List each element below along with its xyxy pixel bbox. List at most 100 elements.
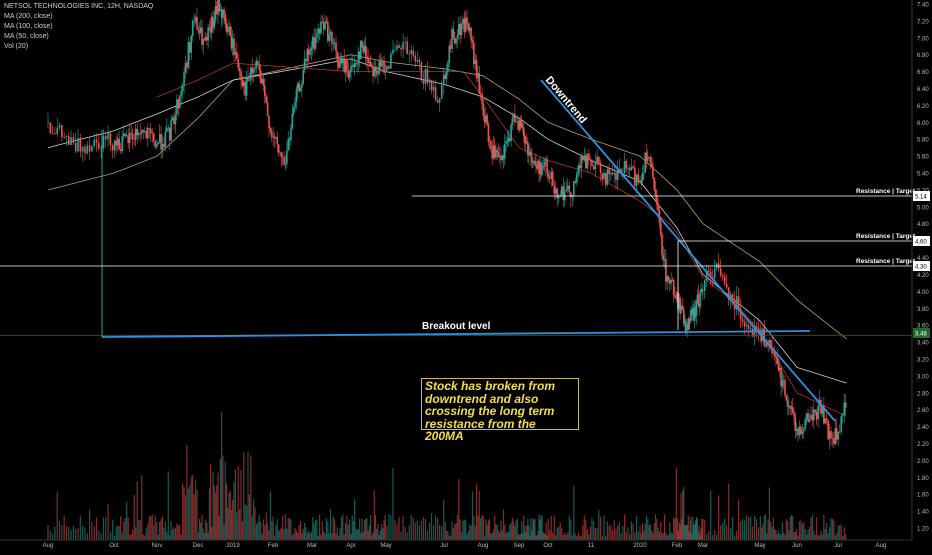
volume-bar: [689, 520, 691, 540]
volume-bar: [781, 522, 783, 540]
candle-body: [524, 136, 526, 144]
candle-body: [831, 438, 834, 439]
candle-body: [662, 255, 665, 260]
volume-bar: [528, 525, 530, 540]
volume-bar: [660, 521, 662, 540]
volume-bar: [532, 518, 534, 540]
candle-body: [363, 45, 366, 53]
volume-bar: [770, 522, 772, 540]
volume-bar: [585, 519, 587, 540]
volume-bar: [72, 526, 75, 540]
volume-bar: [265, 512, 267, 540]
volume-bar: [410, 515, 412, 540]
volume-bar: [821, 534, 824, 540]
volume-bar: [520, 533, 522, 540]
volume-bar: [533, 518, 535, 540]
candle-body: [95, 139, 98, 143]
volume-bar: [541, 515, 543, 540]
candle-body: [820, 400, 822, 414]
y-tick-label: 6.60: [917, 70, 929, 76]
y-tick-label: 3.80: [917, 307, 929, 313]
candle-body: [751, 328, 754, 337]
y-tick-label: 6.20: [917, 104, 929, 110]
candle-body: [700, 288, 702, 292]
volume-bar: [301, 532, 303, 540]
volume-bar: [145, 527, 147, 540]
candle-body: [61, 125, 63, 137]
candle-body: [684, 321, 687, 332]
candle-body: [838, 431, 841, 433]
volume-bar: [576, 535, 578, 540]
candle-body: [268, 115, 270, 129]
candle-body: [786, 400, 789, 407]
volume-bar: [501, 530, 503, 540]
volume-bar: [777, 530, 780, 540]
candle-body: [519, 120, 522, 122]
volume-bar: [546, 535, 548, 540]
volume-bar: [177, 525, 179, 540]
candle-body: [336, 51, 339, 63]
volume-bar: [217, 472, 219, 540]
volume-bar: [539, 519, 541, 540]
candle-body: [371, 65, 373, 67]
volume-bar: [827, 533, 829, 540]
volume-bar: [114, 535, 116, 540]
candle-body: [130, 132, 132, 135]
candle-body: [690, 309, 692, 321]
candle-body: [194, 17, 197, 22]
candle-body: [693, 307, 696, 321]
volume-bar: [489, 518, 491, 540]
volume-bar: [336, 527, 338, 540]
volume-bar: [691, 533, 693, 540]
volume-bar: [248, 494, 250, 540]
candle-body: [121, 136, 123, 152]
candle-body: [466, 17, 468, 24]
volume-bar: [120, 516, 122, 540]
volume-bar: [836, 532, 838, 540]
candle-body: [404, 41, 406, 43]
volume-bar: [109, 531, 111, 540]
volume-bar: [794, 531, 796, 540]
candle-body: [565, 188, 568, 192]
volume-bar: [656, 518, 658, 540]
volume-bar: [422, 516, 425, 540]
candle-body: [560, 186, 563, 195]
candle-body: [201, 27, 203, 45]
candle-body: [460, 23, 463, 36]
volume-bar: [720, 525, 722, 540]
y-tick-label: 5.40: [917, 172, 929, 178]
volume-bar: [141, 475, 143, 540]
candle-body: [332, 43, 335, 45]
volume-bar: [531, 530, 533, 540]
candle-body: [233, 38, 235, 55]
volume-bar: [530, 518, 532, 540]
candle-body: [326, 21, 329, 41]
volume-bar: [788, 530, 790, 540]
volume-bar: [243, 451, 245, 540]
candle-body: [727, 287, 730, 300]
volume-bar: [831, 519, 834, 540]
candle-body: [582, 156, 584, 161]
candle-body: [641, 172, 644, 181]
volume-bar: [126, 501, 128, 540]
volume-bar: [661, 532, 663, 540]
candle-body: [668, 279, 671, 284]
volume-bar: [652, 532, 654, 540]
candle-body: [526, 141, 528, 143]
volume-bar: [466, 533, 468, 540]
candle-body: [483, 115, 486, 123]
y-tick-label: 2.00: [917, 459, 929, 465]
candle-body: [604, 173, 607, 185]
candle-body: [54, 133, 56, 135]
volume-bar: [695, 516, 698, 540]
volume-bar: [579, 535, 581, 540]
volume-bar: [511, 517, 513, 540]
candle-body: [463, 18, 466, 32]
y-tick-label: 7.20: [917, 19, 929, 25]
volume-bar: [163, 527, 165, 540]
volume-bar: [625, 532, 627, 540]
x-tick-label: Nov: [152, 543, 163, 549]
volume-bar: [241, 521, 243, 540]
